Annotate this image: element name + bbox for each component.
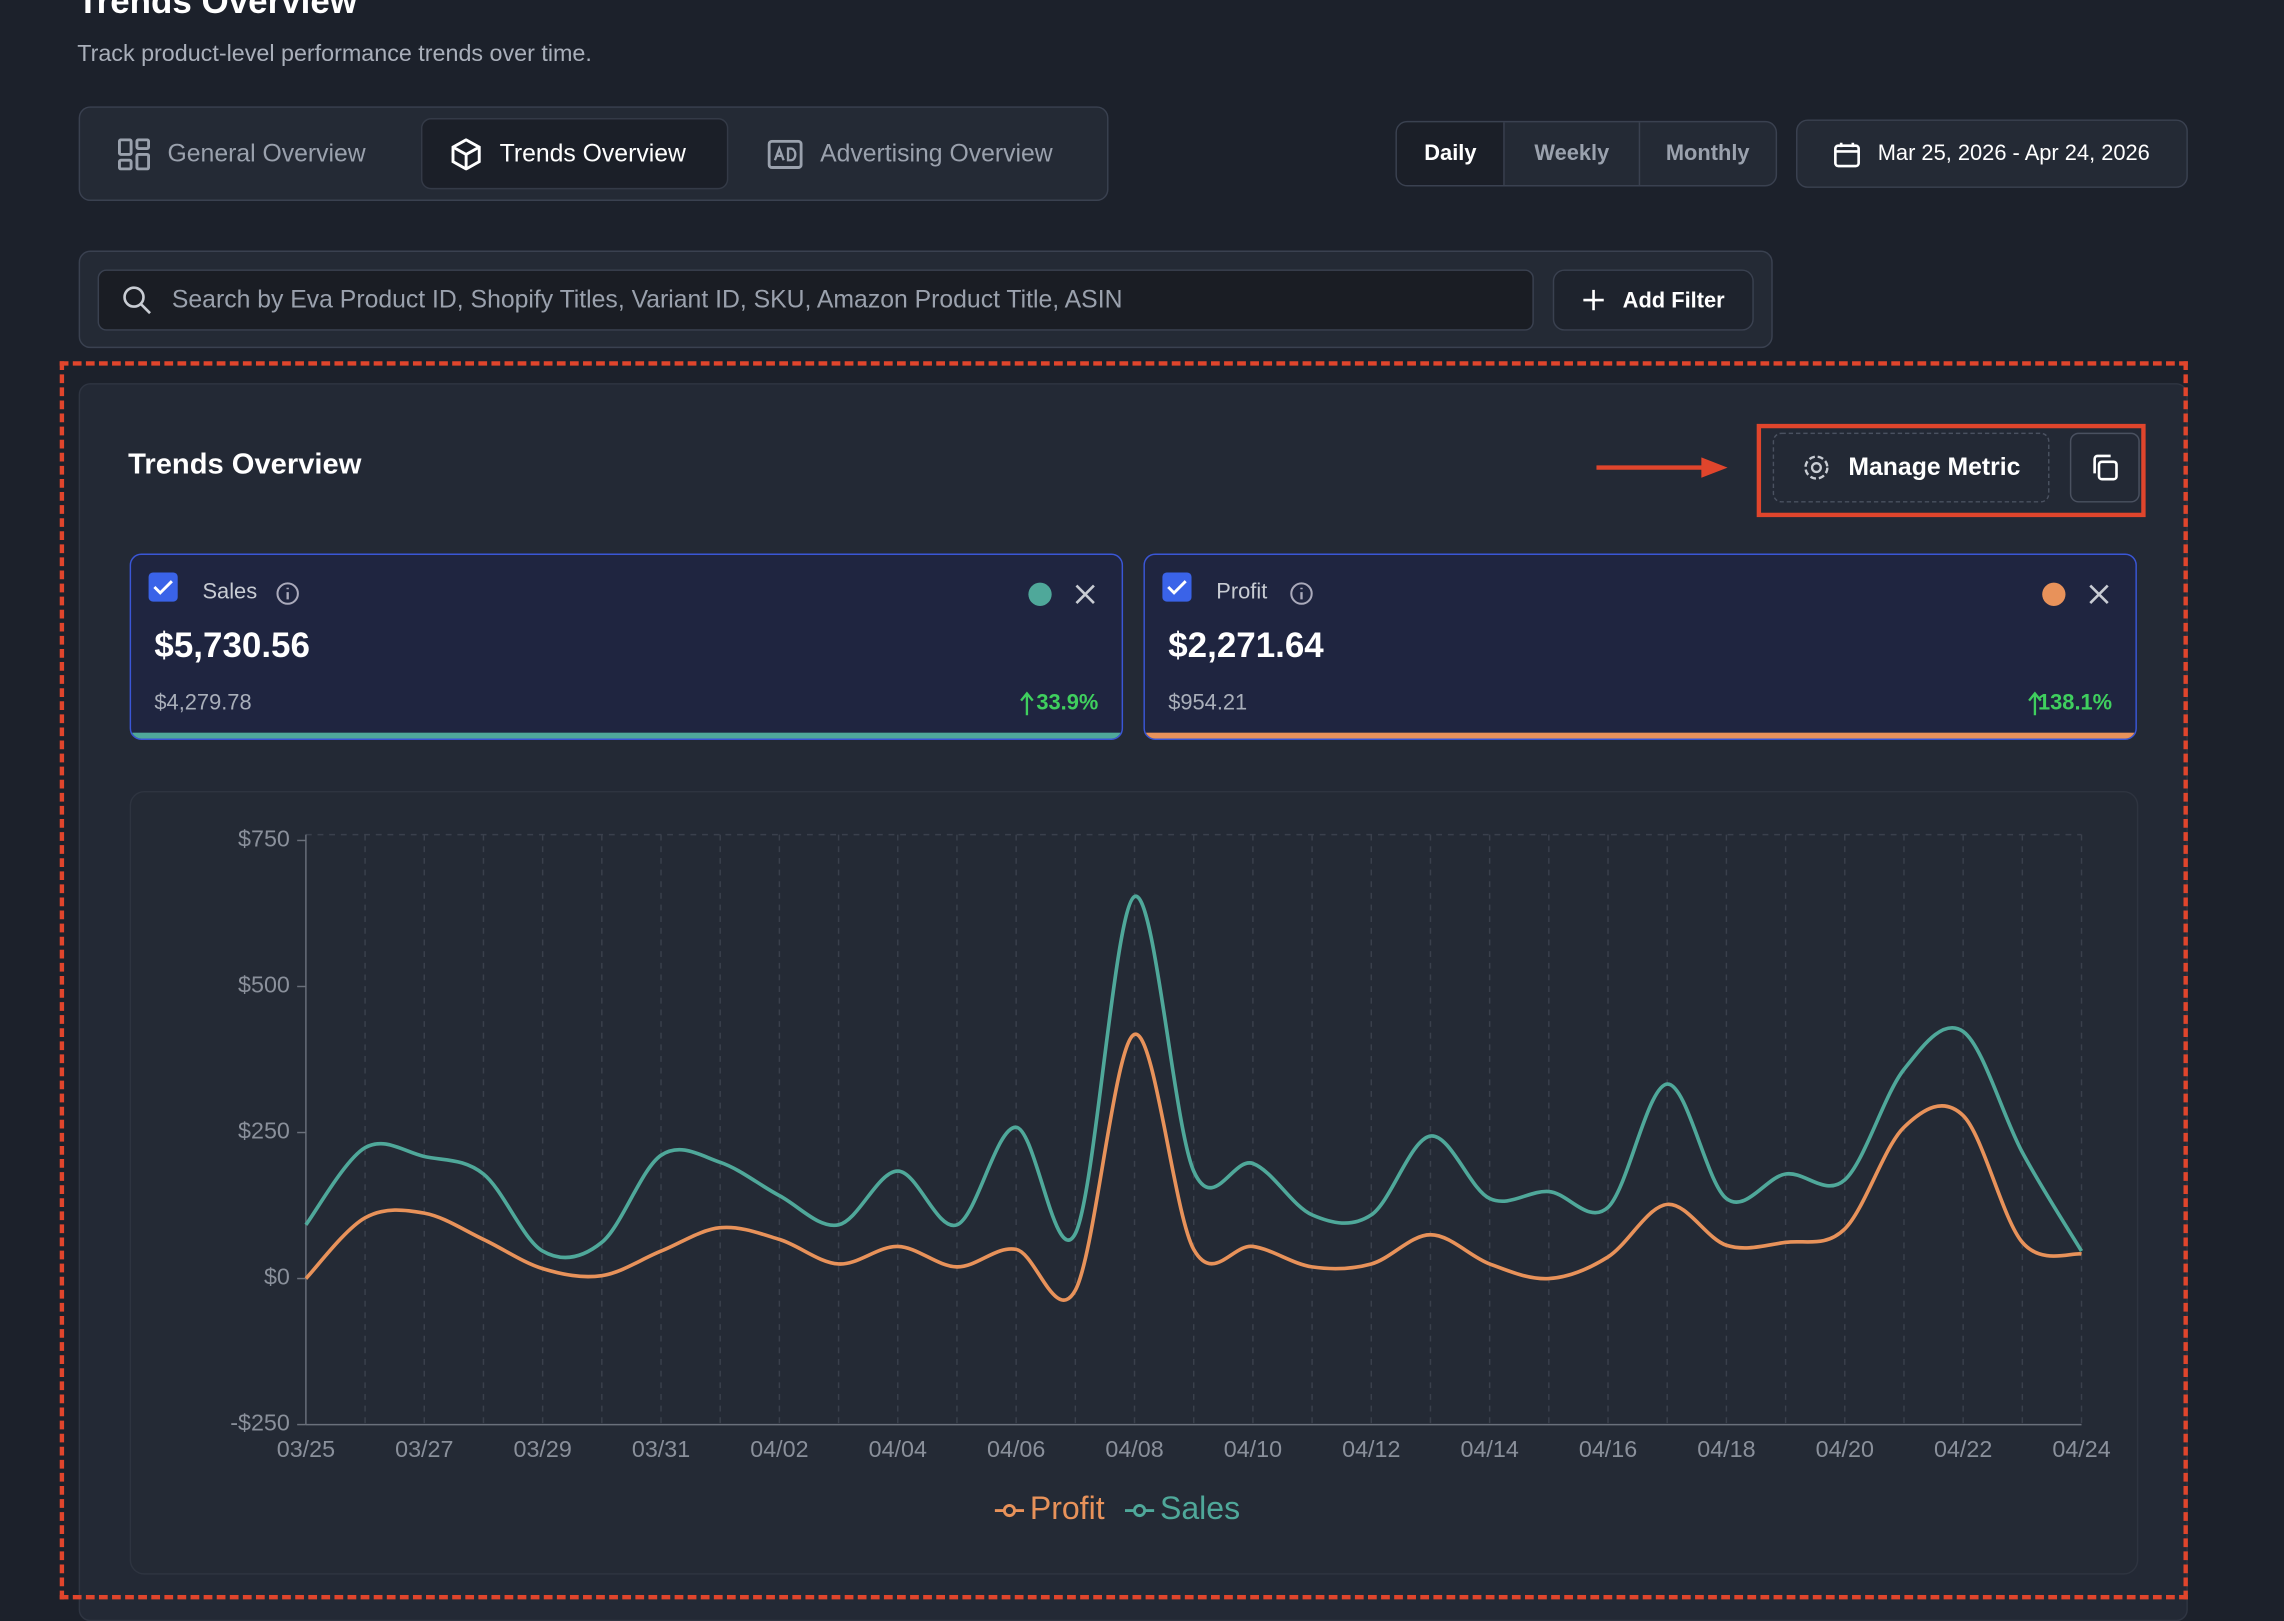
metric-name: Sales: [202, 579, 258, 605]
x-tick-label: 03/29: [513, 1436, 571, 1462]
x-tick-label: 04/08: [1105, 1436, 1163, 1462]
manage-metric-button[interactable]: Manage Metric: [1772, 432, 2050, 503]
y-tick-label: $750: [238, 826, 290, 852]
metric-card[interactable]: Profit $2,271.64 $954.21 138.1%: [1143, 553, 2137, 740]
metric-name: Profit: [1216, 579, 1268, 605]
metric-color-bar: [1144, 732, 2136, 739]
gear-icon: [1804, 455, 1829, 480]
search-input[interactable]: Search by Eva Product ID, Shopify Titles…: [97, 269, 1534, 331]
x-tick-label: 04/10: [1224, 1436, 1282, 1462]
tab[interactable]: General Overview: [80, 118, 421, 189]
period-button[interactable]: Weekly: [1505, 122, 1640, 185]
calendar-icon: [1834, 142, 1861, 167]
metric-previous: $4,279.78: [154, 690, 252, 716]
x-tick-label: 04/16: [1579, 1436, 1637, 1462]
manage-metric-label: Manage Metric: [1848, 453, 2021, 481]
tab-icon: [767, 139, 803, 169]
up-arrow-icon: [1020, 691, 1034, 716]
x-tick-label: 04/24: [2052, 1436, 2110, 1462]
copy-icon: [2093, 454, 2118, 481]
plus-icon: [1583, 289, 1604, 311]
tab-label: General Overview: [167, 139, 366, 167]
highlight-box: [1756, 423, 2146, 518]
card-title: Trends Overview: [128, 448, 362, 481]
line-series: [304, 894, 2084, 1260]
legend-swatch: [1133, 1503, 1147, 1518]
legend-label: Sales: [1160, 1490, 1240, 1526]
legend-item: Sales: [1124, 1490, 1240, 1526]
y-tick-label: $0: [264, 1264, 290, 1290]
line-series: [304, 1032, 2082, 1302]
date-range: Mar 25, 2026 - Apr 24, 2026: [1877, 141, 2150, 167]
up-arrow-icon: [2028, 691, 2042, 716]
period-toggle: Daily Weekly Monthly: [1395, 120, 1778, 187]
legend-item: Profit: [994, 1490, 1105, 1526]
color-dot: [1028, 582, 1052, 606]
add-filter-button[interactable]: Add Filter: [1552, 269, 1754, 331]
info-icon: [1290, 582, 1313, 605]
x-tick-label: 03/25: [277, 1436, 335, 1462]
tab-active[interactable]: Trends Overview: [420, 117, 729, 190]
x-tick-label: 04/02: [750, 1436, 808, 1462]
tab-label: Advertising Overview: [820, 139, 1053, 167]
x-tick-label: 03/27: [395, 1436, 453, 1462]
x-tick-label: 04/06: [987, 1436, 1045, 1462]
x-tick-label: 04/12: [1342, 1436, 1400, 1462]
legend-label: Profit: [1030, 1490, 1105, 1526]
y-tick-label: -$250: [230, 1410, 290, 1436]
period-button[interactable]: Monthly: [1665, 141, 1750, 167]
search-placeholder: Search by Eva Product ID, Shopify Titles…: [171, 285, 1123, 314]
y-tick-label: $250: [238, 1118, 290, 1144]
add-filter-label: Add Filter: [1622, 287, 1725, 313]
x-tick-label: 04/14: [1460, 1436, 1518, 1462]
info-icon: [276, 582, 299, 605]
tab-icon: [451, 137, 481, 170]
metric-change: 33.9%: [1036, 690, 1099, 716]
period-button[interactable]: Daily: [1396, 122, 1506, 185]
check-icon: [1167, 580, 1187, 595]
x-tick-label: 04/04: [869, 1436, 927, 1462]
legend-swatch: [1002, 1503, 1016, 1518]
tab-icon: [117, 137, 151, 170]
tab-label: Trends Overview: [499, 139, 686, 167]
tab-bar: General Overview Trends Overview Adverti…: [78, 106, 1109, 202]
highlight-box: [59, 361, 2188, 1600]
metric-previous: $954.21: [1168, 690, 1248, 716]
date-picker[interactable]: Mar 25, 2026 - Apr 24, 2026: [1796, 119, 2188, 188]
x-tick-label: 04/18: [1697, 1436, 1755, 1462]
color-dot: [2042, 582, 2066, 606]
tab[interactable]: Advertising Overview: [730, 118, 1101, 189]
metric-value: $5,730.56: [154, 626, 310, 666]
close-icon[interactable]: [2087, 583, 2110, 606]
x-tick-label: 04/22: [1934, 1436, 1992, 1462]
page-title: Trends Overview: [77, 0, 358, 22]
close-icon[interactable]: [1074, 583, 1097, 606]
checkbox[interactable]: [1162, 572, 1192, 602]
metric-change: 138.1%: [2038, 690, 2113, 716]
check-icon: [153, 580, 173, 595]
x-tick-label: 04/20: [1816, 1436, 1874, 1462]
x-tick-label: 03/31: [632, 1436, 690, 1462]
copy-button[interactable]: [2069, 432, 2140, 503]
metric-card[interactable]: Sales $5,730.56 $4,279.78 33.9%: [129, 553, 1124, 740]
metric-color-bar: [131, 732, 1122, 739]
search-icon: [123, 286, 151, 315]
arrow: [1596, 457, 1728, 478]
checkbox[interactable]: [148, 572, 178, 602]
metric-value: $2,271.64: [1168, 626, 1324, 666]
y-tick-label: $500: [238, 972, 290, 998]
page-subtitle: Track product-level performance trends o…: [77, 42, 592, 68]
